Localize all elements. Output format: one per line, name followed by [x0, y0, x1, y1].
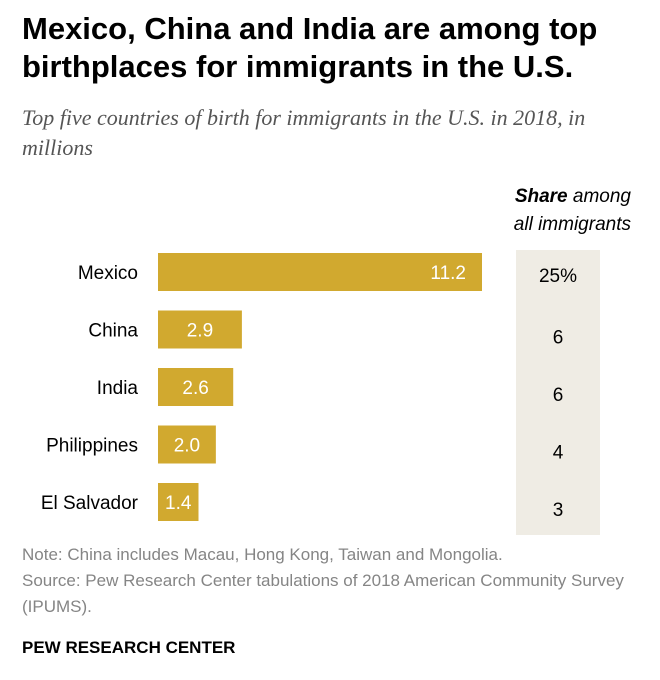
bar-value-label: 2.6: [182, 378, 208, 399]
category-label: El Salvador: [41, 493, 139, 514]
share-header-line2: all immigrants: [513, 214, 631, 235]
bar: [158, 425, 216, 464]
share-value: 25%: [539, 266, 577, 287]
bar: [158, 368, 234, 406]
bar-value-label: 1.4: [165, 493, 192, 514]
share-column-header: Share among all immigrants: [514, 183, 631, 239]
share-header-bold: Share: [514, 186, 568, 207]
category-label: Philippines: [46, 436, 138, 457]
share-header-rest: among: [567, 186, 631, 207]
bar-value-label: 2.0: [174, 436, 200, 457]
category-label: Mexico: [78, 263, 138, 284]
chart-title: Mexico, China and India are among top bi…: [22, 11, 598, 84]
share-column-background: [516, 250, 600, 535]
category-label: China: [88, 321, 138, 342]
chart-subtitle: Top five countries of birth for immigran…: [22, 105, 586, 160]
source-text: Source: Pew Research Center tabulations …: [22, 571, 624, 616]
share-value: 4: [553, 443, 564, 464]
category-label: India: [97, 378, 139, 399]
bar: [158, 310, 242, 349]
bar: [158, 253, 482, 291]
footer-brand: PEW RESEARCH CENTER: [22, 638, 236, 657]
bar-value-label: 2.9: [187, 321, 213, 342]
bar-value-label: 11.2: [430, 263, 466, 284]
bar-chart: Mexico 11.2 25% China 2.9 6 India 2.6 6 Philippin…: [41, 250, 600, 535]
share-value: 6: [553, 385, 564, 406]
chart-notes: Note: China includes Macau, Hong Kong, T…: [22, 542, 642, 620]
share-value: 6: [553, 328, 564, 349]
bar: [158, 483, 199, 521]
share-value: 3: [553, 500, 564, 521]
note-text: Note: China includes Macau, Hong Kong, T…: [22, 545, 503, 564]
